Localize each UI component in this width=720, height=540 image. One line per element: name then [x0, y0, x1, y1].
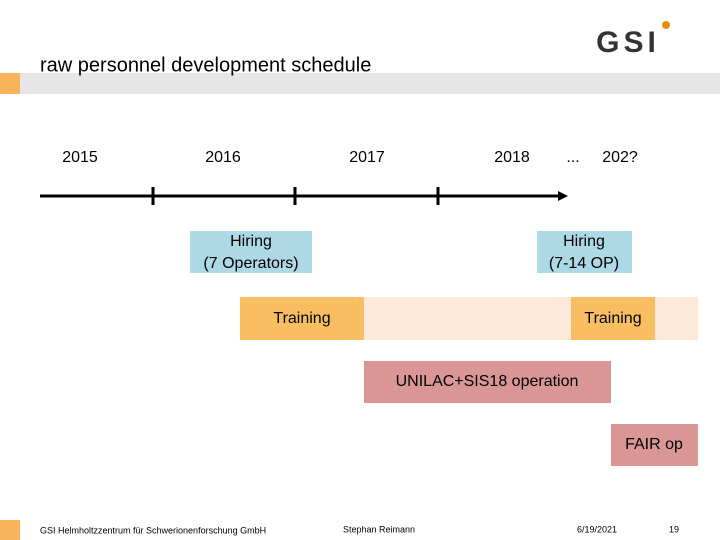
title-accent: [0, 73, 20, 94]
hiring-box: [190, 231, 312, 273]
timeline-arrow: [558, 191, 568, 201]
operation-box: [364, 361, 611, 403]
timeline-label: 2017: [349, 149, 385, 166]
fair-box: [611, 424, 698, 466]
timeline-label: 2018: [494, 149, 530, 166]
box-text: (7-14 OP): [549, 255, 619, 272]
box-text: Training: [273, 310, 330, 327]
box-text: Hiring: [230, 233, 272, 250]
timeline-label: ...: [566, 149, 579, 166]
hiring-box: [537, 231, 632, 273]
box-text: (7 Operators): [203, 255, 298, 272]
box-text: Training: [584, 310, 641, 327]
footer-accent: [0, 520, 20, 540]
footer-institute: GSI Helmholtzzentrum für Schwerionenfors…: [40, 525, 266, 535]
logo-dot: [662, 21, 670, 29]
title: raw personnel development schedule: [40, 54, 371, 76]
box-text: FAIR op: [625, 436, 683, 453]
footer-author: Stephan Reimann: [343, 524, 415, 534]
timeline-label: 2015: [62, 149, 98, 166]
logo: GSI: [596, 26, 660, 59]
box-text: Hiring: [563, 233, 605, 250]
footer-date: 6/19/2021: [577, 524, 617, 534]
timeline-label: 202?: [602, 149, 638, 166]
footer-page: 19: [669, 524, 679, 534]
box-text: UNILAC+SIS18 operation: [396, 373, 579, 390]
timeline-label: 2016: [205, 149, 241, 166]
title-bar: [20, 73, 720, 94]
training-box: [240, 297, 364, 340]
training-box: [571, 297, 655, 340]
